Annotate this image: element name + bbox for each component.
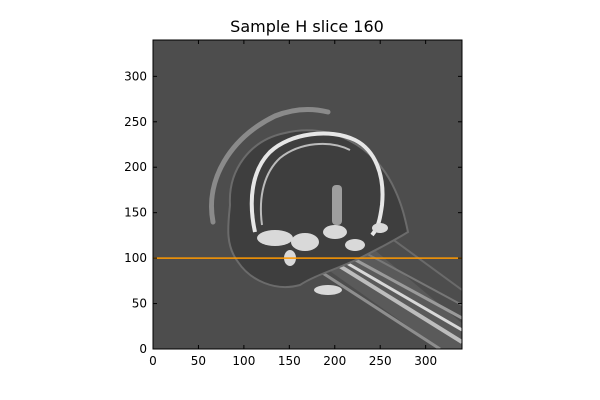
y-tick-label: 0 <box>139 342 147 356</box>
x-tick-label: 200 <box>323 354 346 368</box>
y-tick-label: 100 <box>124 251 147 265</box>
chart-title: Sample H slice 160 <box>230 17 384 36</box>
y-axis: 0 50 100 150 200 250 300 <box>124 69 462 356</box>
arc-strap <box>209 106 331 225</box>
y-tick-label: 50 <box>132 297 147 311</box>
x-tick-label: 150 <box>278 354 301 368</box>
x-tick-label: 0 <box>149 354 157 368</box>
y-tick-label: 150 <box>124 206 147 220</box>
y-tick-label: 300 <box>124 69 147 83</box>
x-tick-label: 300 <box>414 354 437 368</box>
skull-outline <box>249 131 385 237</box>
skull-base <box>257 185 388 295</box>
y-tick-label: 200 <box>124 160 147 174</box>
ct-image <box>153 40 462 349</box>
x-axis: 0 50 100 150 200 250 300 <box>149 40 437 368</box>
x-tick-label: 250 <box>369 354 392 368</box>
plot-frame <box>152 39 463 350</box>
x-tick-label: 100 <box>232 354 255 368</box>
x-tick-label: 50 <box>191 354 206 368</box>
y-tick-label: 250 <box>124 115 147 129</box>
